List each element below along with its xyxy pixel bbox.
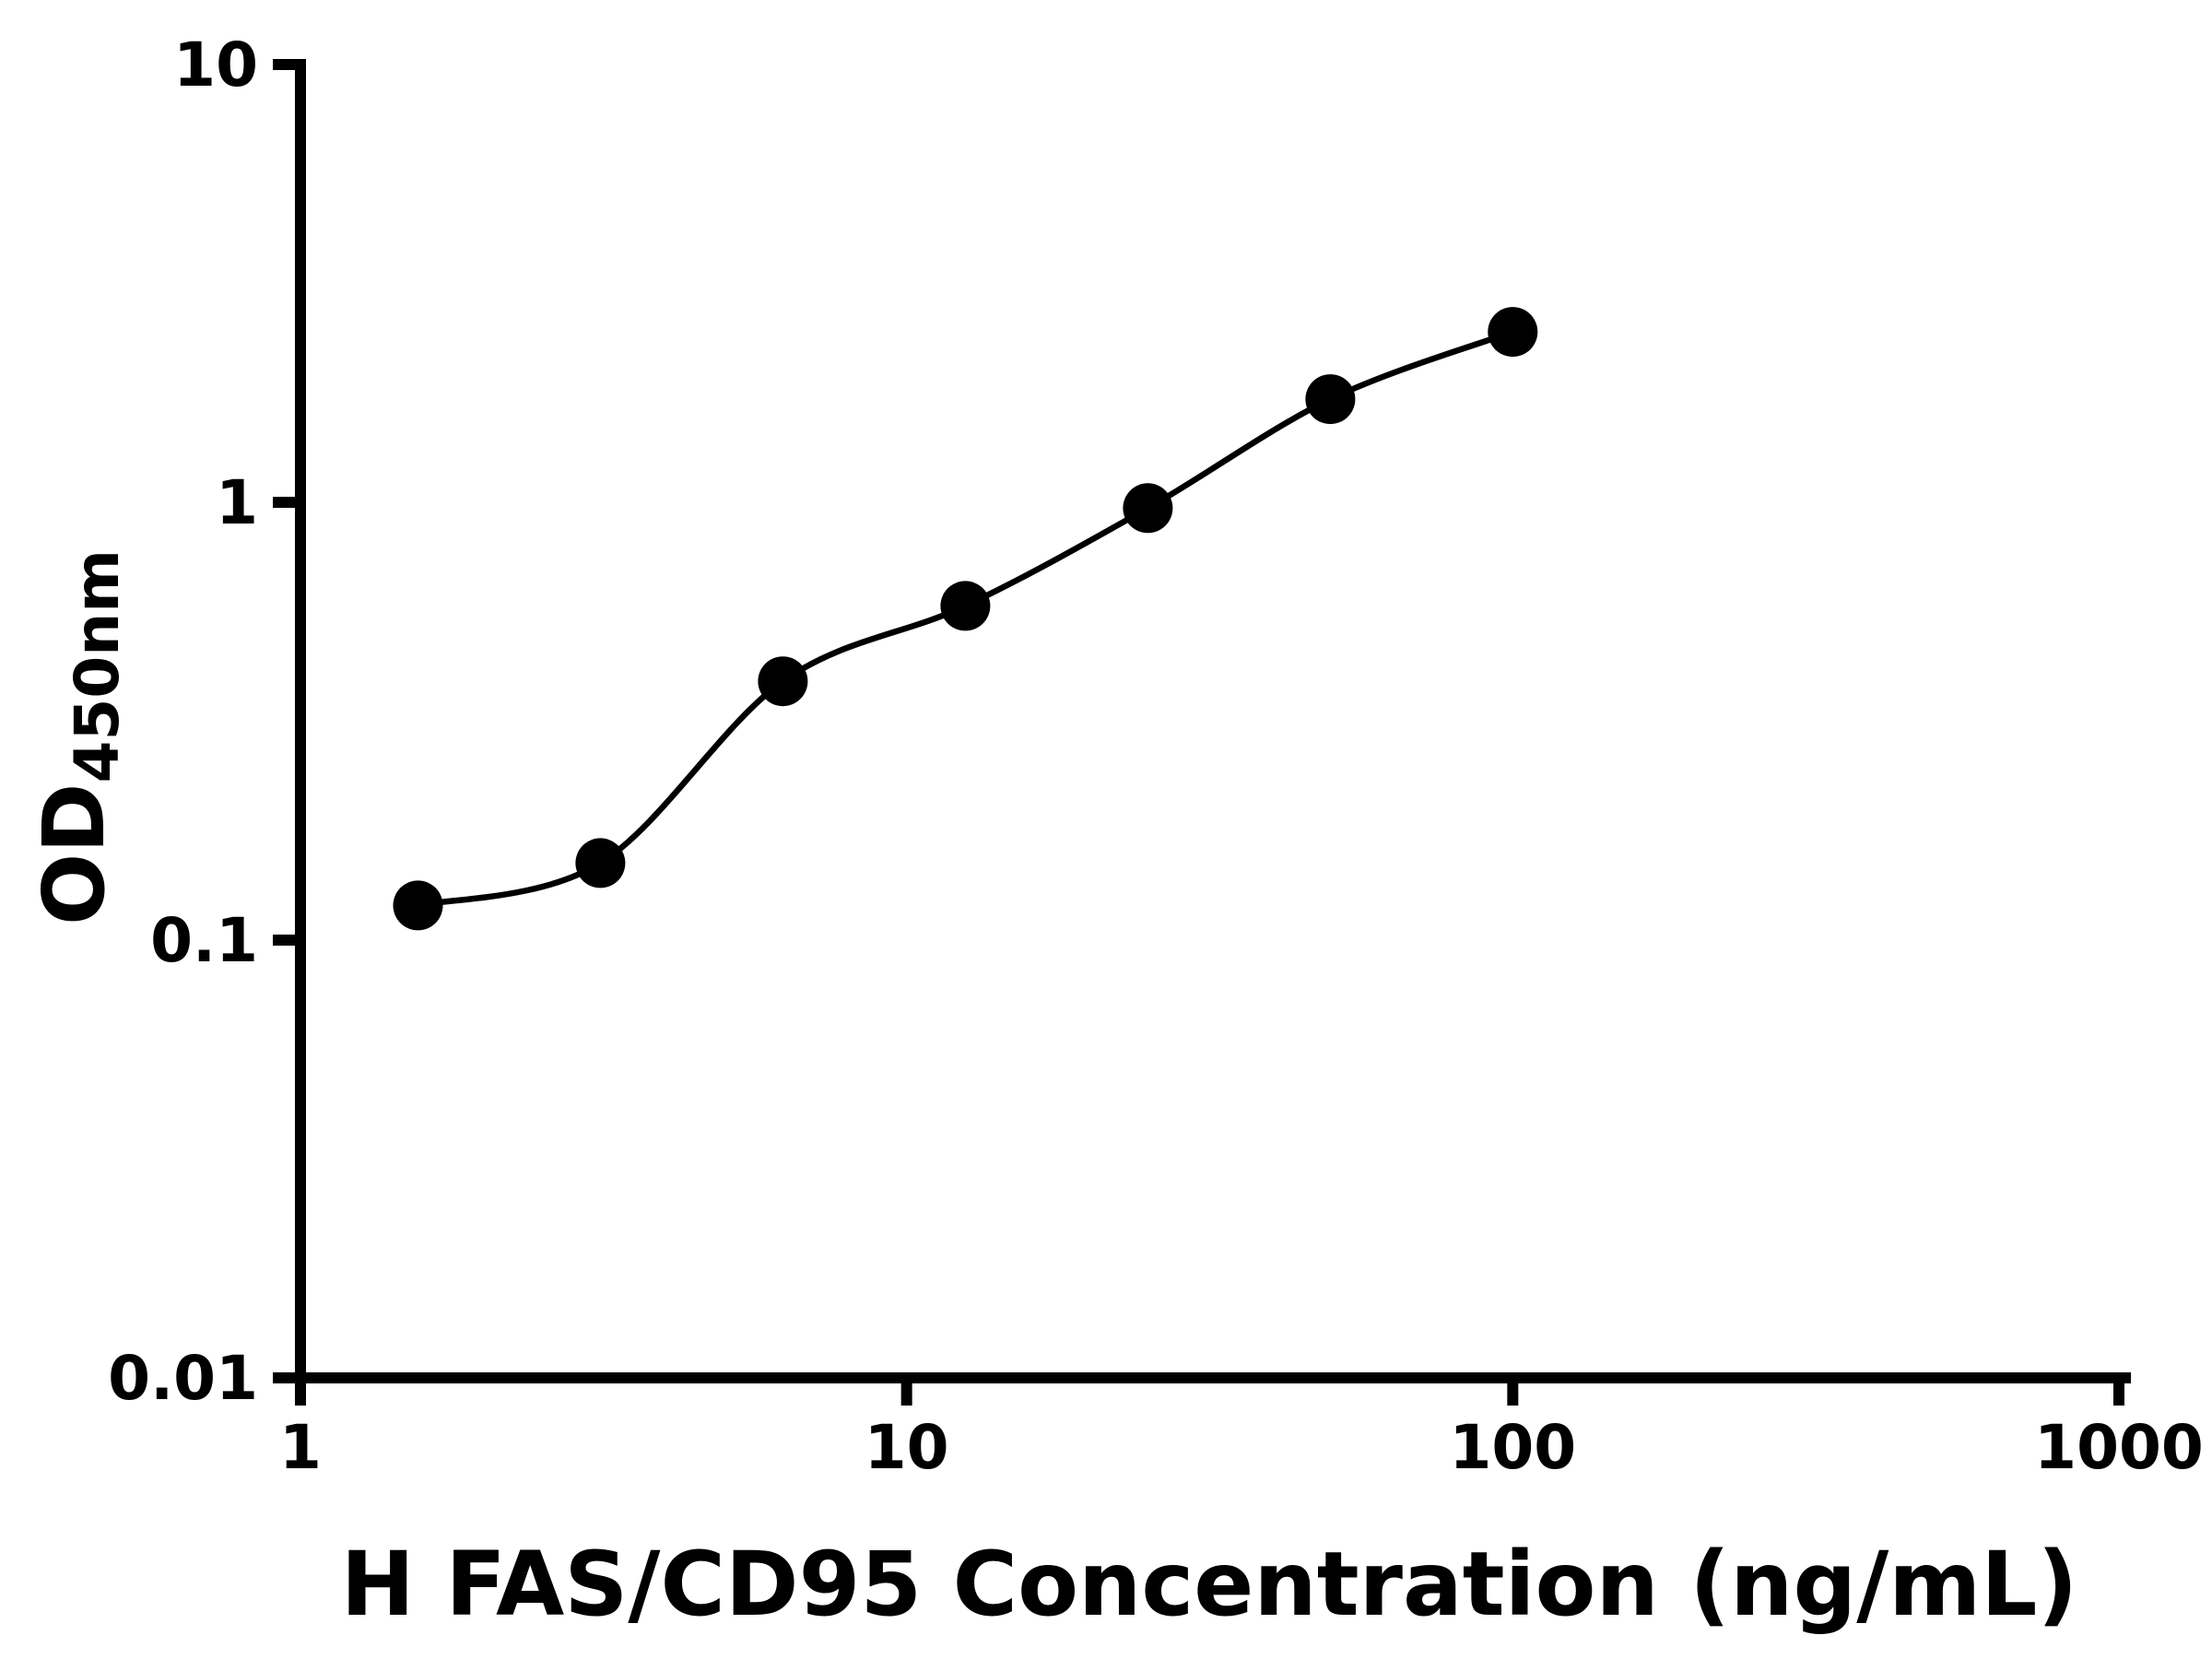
data-point — [1488, 307, 1538, 358]
data-point — [1305, 374, 1356, 425]
series — [393, 307, 1538, 931]
data-point — [575, 838, 626, 888]
data-point — [940, 581, 991, 631]
x-axis-title: H FAS/CD95 Concentration (ng/mL) — [341, 1533, 2078, 1636]
data-point — [758, 656, 808, 707]
y-tick-label: 1 — [216, 467, 258, 538]
y-axis-title-sub: 450nm — [62, 549, 133, 783]
data-point — [1123, 483, 1173, 534]
x-tick-label: 100 — [1449, 1412, 1576, 1483]
x-tick-label: 1000 — [2034, 1412, 2204, 1483]
y-axis-title-main: OD — [25, 782, 124, 925]
y-tick-label: 0.1 — [150, 905, 258, 976]
x-tick-label: 10 — [865, 1412, 949, 1483]
axes: 1 10 100 1000 0.01 0.1 1 10 — [108, 29, 2204, 1483]
y-axis-title: OD450nm — [25, 549, 133, 925]
y-tick-label: 0.01 — [108, 1343, 258, 1414]
axis-lines — [295, 59, 2131, 1383]
y-tick-label: 10 — [173, 29, 258, 100]
x-tick-label: 1 — [279, 1412, 322, 1483]
data-point — [393, 880, 443, 931]
